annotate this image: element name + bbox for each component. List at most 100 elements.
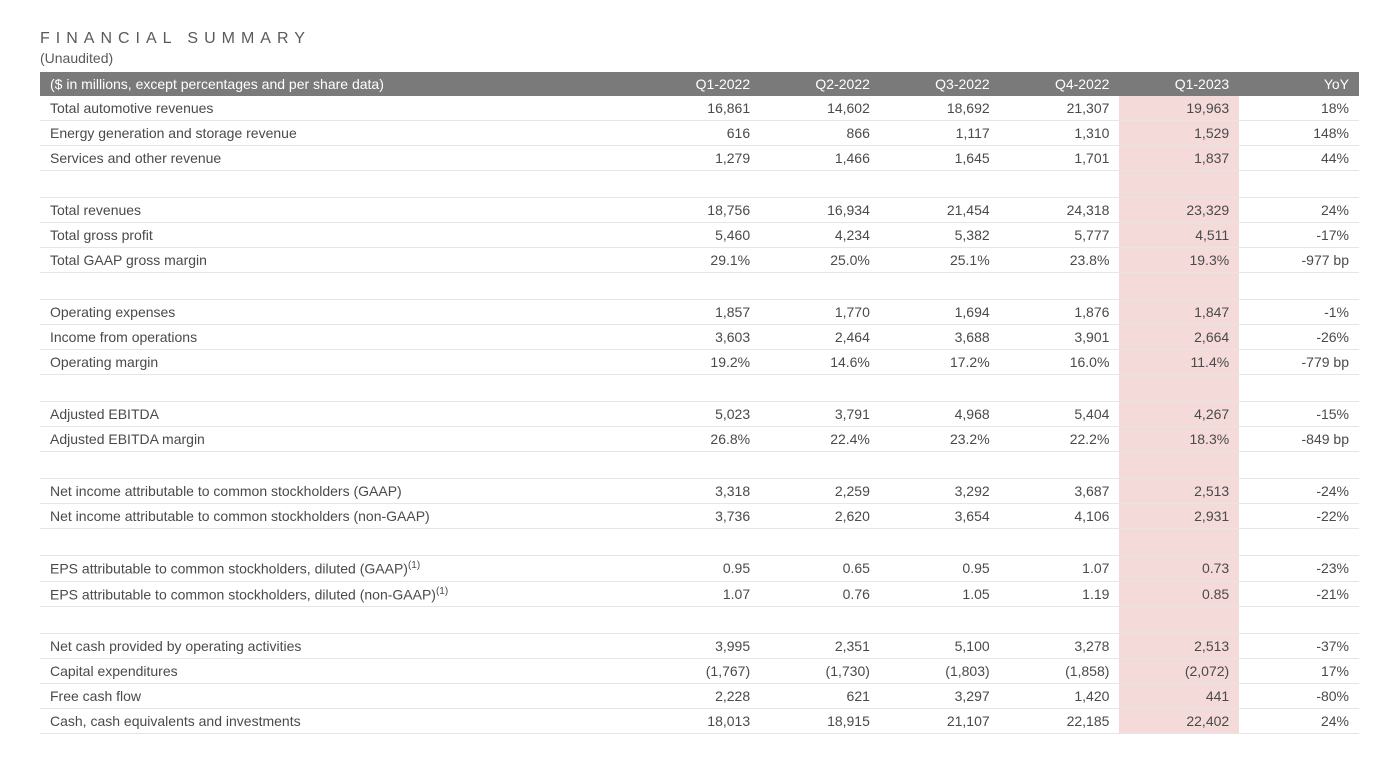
table-row: EPS attributable to common stockholders,… [40, 581, 1359, 607]
cell-value: 21,454 [880, 198, 1000, 223]
cell-value: 148% [1239, 121, 1359, 146]
footnote-marker: (1) [408, 560, 420, 571]
cell-value: 866 [760, 121, 880, 146]
cell-value: 0.95 [640, 556, 760, 582]
cell-value: -37% [1239, 634, 1359, 659]
cell-value: 16.0% [1000, 350, 1120, 375]
footnote-marker: (1) [436, 586, 448, 597]
cell-value: (1,858) [1000, 659, 1120, 684]
row-label: Adjusted EBITDA [40, 402, 640, 427]
table-row: Free cash flow2,2286213,2971,420441-80% [40, 684, 1359, 709]
cell-value: 25.1% [880, 248, 1000, 273]
cell-value: 14,602 [760, 96, 880, 121]
cell-value: 0.76 [760, 581, 880, 607]
cell-value: 2,620 [760, 504, 880, 529]
table-row: Income from operations3,6032,4643,6883,9… [40, 325, 1359, 350]
cell-value: 5,023 [640, 402, 760, 427]
cell-value: 1.07 [1000, 556, 1120, 582]
cell-value: 29.1% [640, 248, 760, 273]
cell-value: 5,382 [880, 223, 1000, 248]
row-label: Services and other revenue [40, 146, 640, 171]
cell-value: 24% [1239, 709, 1359, 734]
table-row: Operating margin19.2%14.6%17.2%16.0%11.4… [40, 350, 1359, 375]
cell-value: 18,915 [760, 709, 880, 734]
column-header: Q2-2022 [760, 72, 880, 96]
cell-value: 24% [1239, 198, 1359, 223]
cell-value: 22.4% [760, 427, 880, 452]
cell-value: 19.3% [1119, 248, 1239, 273]
cell-value: (1,803) [880, 659, 1000, 684]
cell-value: 616 [640, 121, 760, 146]
cell-value: 3,736 [640, 504, 760, 529]
row-label: Income from operations [40, 325, 640, 350]
header-label: ($ in millions, except percentages and p… [40, 72, 640, 96]
cell-value: 1.19 [1000, 581, 1120, 607]
cell-value: 4,234 [760, 223, 880, 248]
cell-value: 19.2% [640, 350, 760, 375]
cell-value: 2,513 [1119, 479, 1239, 504]
row-label: Net income attributable to common stockh… [40, 504, 640, 529]
cell-value: 11.4% [1119, 350, 1239, 375]
cell-value: (1,730) [760, 659, 880, 684]
cell-value: 1,420 [1000, 684, 1120, 709]
cell-value: 0.65 [760, 556, 880, 582]
cell-value: 3,791 [760, 402, 880, 427]
cell-value: 14.6% [760, 350, 880, 375]
cell-value: 22.2% [1000, 427, 1120, 452]
cell-value: 1,279 [640, 146, 760, 171]
row-label: Cash, cash equivalents and investments [40, 709, 640, 734]
column-header: Q4-2022 [1000, 72, 1120, 96]
column-header: Q1-2022 [640, 72, 760, 96]
cell-value: 1,770 [760, 300, 880, 325]
cell-value: 23.8% [1000, 248, 1120, 273]
cell-value: 3,995 [640, 634, 760, 659]
table-row: Total automotive revenues16,86114,60218,… [40, 96, 1359, 121]
cell-value: -26% [1239, 325, 1359, 350]
row-label: Free cash flow [40, 684, 640, 709]
cell-value: 1,529 [1119, 121, 1239, 146]
table-header-row: ($ in millions, except percentages and p… [40, 72, 1359, 96]
cell-value: -977 bp [1239, 248, 1359, 273]
cell-value: -1% [1239, 300, 1359, 325]
cell-value: 18% [1239, 96, 1359, 121]
cell-value: 19,963 [1119, 96, 1239, 121]
table-row: Adjusted EBITDA5,0233,7914,9685,4044,267… [40, 402, 1359, 427]
table-row: Cash, cash equivalents and investments 18… [40, 709, 1359, 734]
cell-value: 1,876 [1000, 300, 1120, 325]
cell-value: 3,687 [1000, 479, 1120, 504]
spacer-row [40, 452, 1359, 479]
cell-value: 0.85 [1119, 581, 1239, 607]
cell-value: 2,259 [760, 479, 880, 504]
cell-value: 1,857 [640, 300, 760, 325]
table-row: Net income attributable to common stockh… [40, 479, 1359, 504]
cell-value: 2,464 [760, 325, 880, 350]
cell-value: 24,318 [1000, 198, 1120, 223]
cell-value: 2,513 [1119, 634, 1239, 659]
cell-value: 22,402 [1119, 709, 1239, 734]
cell-value: 1.07 [640, 581, 760, 607]
row-label: Energy generation and storage revenue [40, 121, 640, 146]
spacer-row [40, 273, 1359, 300]
cell-value: 441 [1119, 684, 1239, 709]
cell-value: 16,861 [640, 96, 760, 121]
cell-value: 4,968 [880, 402, 1000, 427]
table-row: Total GAAP gross margin29.1%25.0%25.1%23… [40, 248, 1359, 273]
cell-value: 3,654 [880, 504, 1000, 529]
cell-value: 1,645 [880, 146, 1000, 171]
cell-value: 1,694 [880, 300, 1000, 325]
cell-value: 16,934 [760, 198, 880, 223]
column-header: Q3-2022 [880, 72, 1000, 96]
cell-value: 2,931 [1119, 504, 1239, 529]
cell-value: 5,404 [1000, 402, 1120, 427]
cell-value: 2,228 [640, 684, 760, 709]
row-label: Total gross profit [40, 223, 640, 248]
cell-value: -849 bp [1239, 427, 1359, 452]
cell-value: 5,777 [1000, 223, 1120, 248]
cell-value: 21,307 [1000, 96, 1120, 121]
cell-value: 0.95 [880, 556, 1000, 582]
cell-value: 1,117 [880, 121, 1000, 146]
row-label: Net income attributable to common stockh… [40, 479, 640, 504]
cell-value: -24% [1239, 479, 1359, 504]
table-row: Net cash provided by operating activitie… [40, 634, 1359, 659]
cell-value: 2,351 [760, 634, 880, 659]
